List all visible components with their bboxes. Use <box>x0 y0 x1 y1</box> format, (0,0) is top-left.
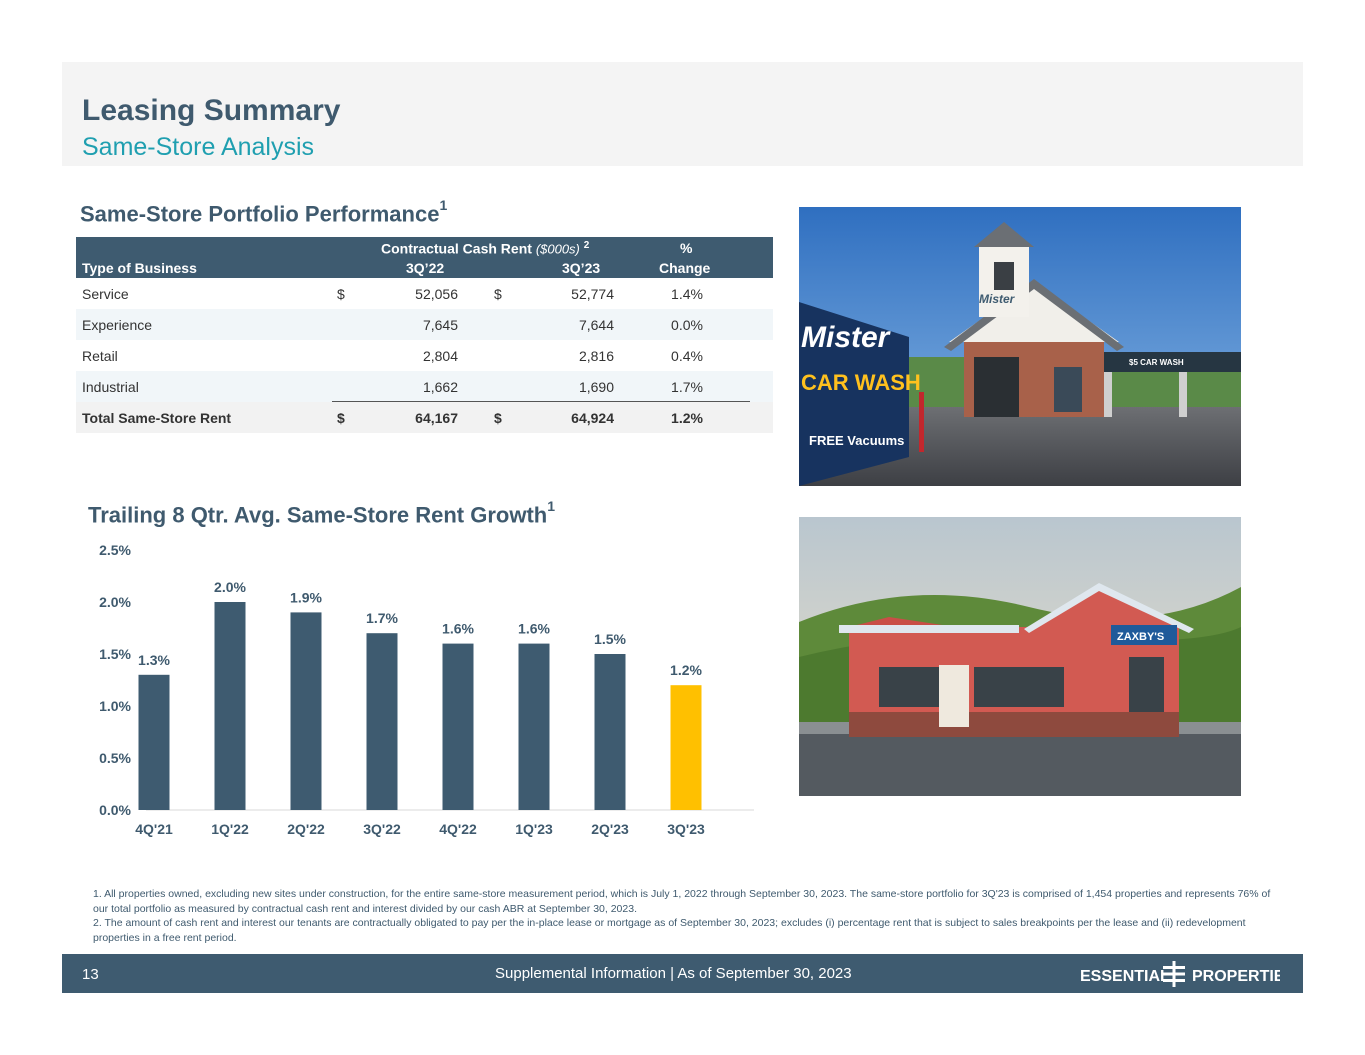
header-pct-bottom: Change <box>659 260 711 276</box>
y-tick-label: 1.0% <box>99 698 131 714</box>
row-value-3q22: 52,056 <box>415 286 458 302</box>
header-band <box>62 62 1303 166</box>
table-row: Service $ 52,056 $ 52,774 1.4% <box>76 278 773 309</box>
tower-sign: Mister <box>979 292 1016 306</box>
total-value-3q22: 64,167 <box>415 410 458 426</box>
rent-growth-chart-svg: 0.0% 0.5% 1.0% 1.5% 2.0% 2.5% 1.3% 4Q'21 2.0% 1Q'… <box>99 542 754 837</box>
bar <box>518 643 550 810</box>
bar <box>670 685 702 810</box>
data-label: 1.3% <box>138 652 170 668</box>
row-name: Experience <box>82 317 153 333</box>
same-store-table: Contractual Cash Rent ($000s) 2 % Type o… <box>76 237 773 433</box>
y-tick-label: 2.5% <box>99 542 131 558</box>
data-label: 1.6% <box>518 621 550 637</box>
header-q2: 3Q’23 <box>562 260 601 276</box>
table-header: Contractual Cash Rent ($000s) 2 % Type o… <box>76 237 773 278</box>
bar <box>594 654 626 810</box>
footnotes: 1. All properties owned, excluding new s… <box>93 887 1278 945</box>
row-value-3q23: 1,690 <box>578 379 614 395</box>
footnote-2: 2. The amount of cash rent and interest … <box>93 917 1246 944</box>
row-pct-change: 1.7% <box>671 379 703 395</box>
data-label: 1.6% <box>442 621 474 637</box>
bar <box>366 633 398 810</box>
logo-left-text: ESSENTIAL <box>1080 968 1170 985</box>
row-pct-change: 1.4% <box>671 286 703 302</box>
data-label: 2.0% <box>214 579 246 595</box>
y-tick-label: 0.5% <box>99 750 131 766</box>
logo-right-text: PROPERTIES <box>1192 968 1280 985</box>
page-subtitle: Same-Store Analysis <box>82 133 315 161</box>
row-pct-change: 0.4% <box>671 348 703 364</box>
header-pct-top: % <box>680 240 693 256</box>
total-name: Total Same-Store Rent <box>82 410 232 426</box>
table-row: Retail 2,804 2,816 0.4% <box>76 340 773 371</box>
rent-growth-chart: 0.0% 0.5% 1.0% 1.5% 2.0% 2.5% 1.3% 4Q'21 2.0% 1Q'… <box>80 540 760 845</box>
bar <box>138 674 170 810</box>
footnote-1: 1. All properties owned, excluding new s… <box>93 888 1271 915</box>
header-group-label: Contractual Cash Rent ($000s) 2 <box>381 240 590 257</box>
x-tick-label: 3Q'22 <box>363 821 401 837</box>
restaurant-sign: ZAXBY'S <box>1117 631 1164 643</box>
row-value-3q23: 7,644 <box>578 317 614 333</box>
logo-mark-icon <box>1163 961 1185 987</box>
footnote-ref: 1 <box>547 498 556 514</box>
data-label: 1.5% <box>594 631 626 647</box>
x-tick-label: 1Q'23 <box>515 821 553 837</box>
row-value-3q22: 2,804 <box>422 348 458 364</box>
data-label: 1.2% <box>670 662 702 678</box>
x-tick-label: 3Q'23 <box>667 821 705 837</box>
total-rule <box>332 401 750 402</box>
row-value-3q23: 2,816 <box>578 348 614 364</box>
bar <box>442 643 474 810</box>
row-name: Service <box>82 286 129 302</box>
total-value-3q23: 64,924 <box>571 410 614 426</box>
big-sign-line3: FREE Vacuums <box>809 433 904 448</box>
footer: 13 Supplemental Information | As of Sept… <box>62 954 1303 993</box>
footnote-ref: 1 <box>439 197 448 213</box>
total-dollar: $ <box>337 410 345 426</box>
side-sign: $5 CAR WASH <box>1129 358 1184 367</box>
car-wash-photo: $5 CAR WASH Mister Mister CAR WASH FREE … <box>799 207 1241 486</box>
row-name: Retail <box>82 348 118 364</box>
row-dollar: $ <box>337 286 345 302</box>
x-tick-label: 4Q'21 <box>135 821 173 837</box>
data-label: 1.9% <box>290 589 322 605</box>
big-sign-line1: Mister <box>801 321 892 354</box>
header-type: Type of Business <box>82 260 197 276</box>
data-label: 1.7% <box>366 610 398 626</box>
total-dollar: $ <box>494 410 502 426</box>
x-tick-label: 2Q'22 <box>287 821 325 837</box>
table-section-title: Same-Store Portfolio Performance1 <box>80 197 448 227</box>
table-row: Industrial 1,662 1,690 1.7% <box>76 371 773 402</box>
x-tick-label: 2Q'23 <box>591 821 629 837</box>
header-q1: 3Q’22 <box>406 260 445 276</box>
y-tick-label: 0.0% <box>99 802 131 818</box>
x-tick-label: 4Q'22 <box>439 821 477 837</box>
essential-properties-logo: ESSENTIAL PROPERTIES <box>1080 961 1280 987</box>
row-dollar: $ <box>494 286 502 302</box>
y-tick-label: 1.5% <box>99 646 131 662</box>
big-sign-line2: CAR WASH <box>801 370 921 395</box>
x-tick-label: 1Q'22 <box>211 821 249 837</box>
row-pct-change: 0.0% <box>671 317 703 333</box>
total-pct-change: 1.2% <box>671 410 703 426</box>
table-row: Experience 7,645 7,644 0.0% <box>76 309 773 340</box>
y-tick-label: 2.0% <box>99 594 131 610</box>
bar <box>290 612 322 810</box>
chart-section-title: Trailing 8 Qtr. Avg. Same-Store Rent Gro… <box>88 498 556 528</box>
page-number: 13 <box>82 966 99 983</box>
row-value-3q23: 52,774 <box>571 286 614 302</box>
bar <box>214 602 246 810</box>
restaurant-photo: ZAXBY'S <box>799 517 1241 796</box>
row-name: Industrial <box>82 379 139 395</box>
table-total-row: Total Same-Store Rent $ 64,167 $ 64,924 … <box>76 401 773 433</box>
page-title: Leasing Summary <box>82 94 341 127</box>
row-value-3q22: 7,645 <box>422 317 458 333</box>
row-value-3q22: 1,662 <box>422 379 458 395</box>
footer-text: Supplemental Information | As of Septemb… <box>495 965 852 982</box>
